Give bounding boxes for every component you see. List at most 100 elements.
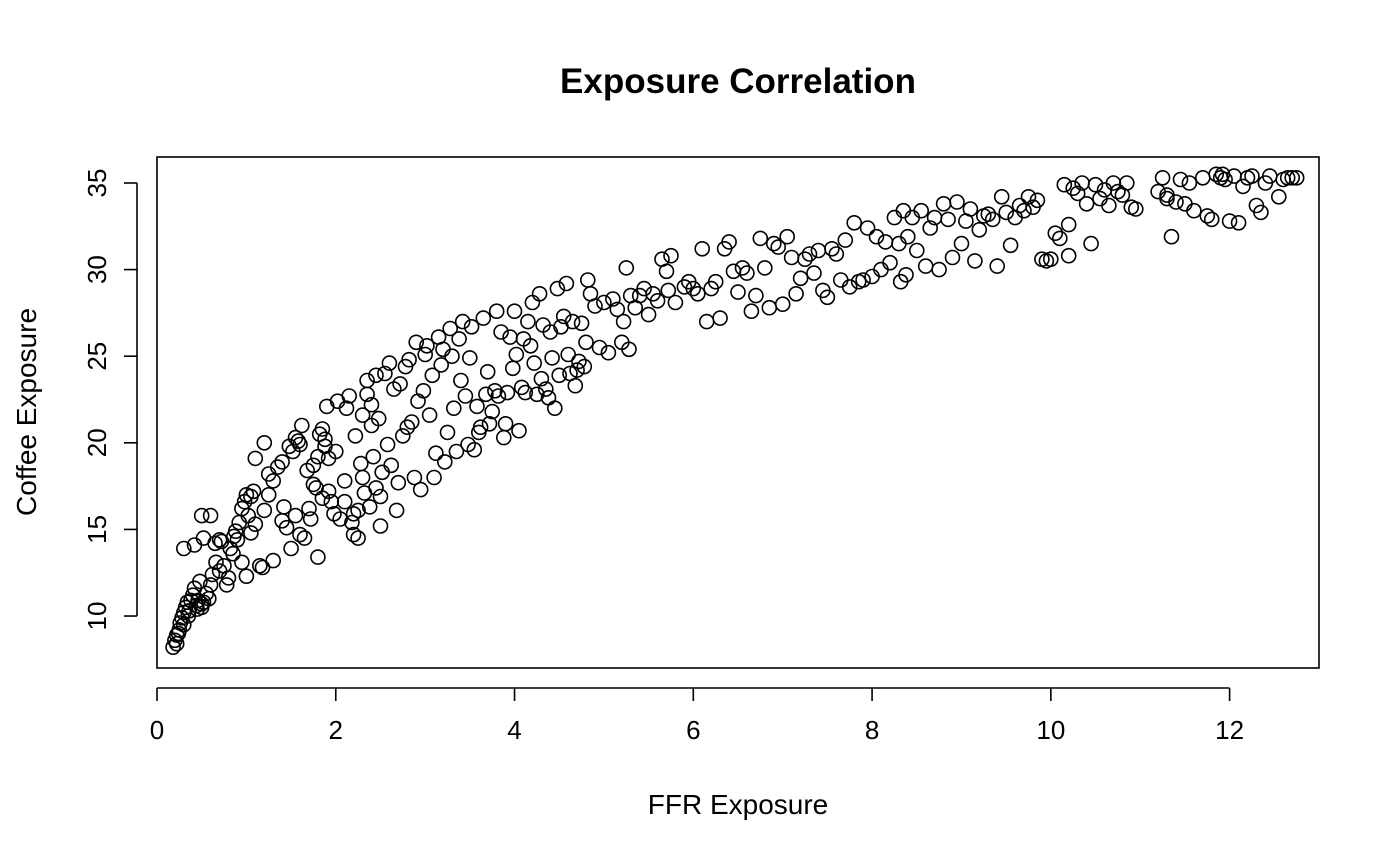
x-axis: 0 2 4 6 8 10 12 [150,687,1244,745]
data-point [596,294,612,311]
data-point [363,417,380,434]
data-point [765,235,782,252]
data-point [949,194,965,210]
data-point [1271,189,1287,205]
data-point [560,346,577,363]
data-point [374,464,391,481]
data-point [1195,170,1211,186]
data-point [846,215,863,231]
data-point [810,242,827,259]
data-point [352,455,369,472]
data-point [640,306,657,323]
data-point [336,473,353,489]
data-point [310,448,326,465]
data-point [931,261,947,278]
data-point [469,398,485,415]
data-point [546,400,563,417]
data-point [256,434,273,451]
data-point [1128,201,1144,217]
data-point [168,635,185,652]
data-point [283,540,299,557]
data-point [868,228,885,245]
data-point [229,531,246,548]
data-point [779,228,796,245]
data-point [318,398,335,415]
data-point [524,294,541,311]
data-point [345,505,362,522]
data-point [408,334,425,351]
data-point [368,367,384,384]
data-point [359,386,375,403]
data-point [600,344,617,361]
data-point [454,313,471,330]
data-point [1052,230,1068,247]
data-point [783,249,800,266]
data-point [537,381,554,397]
data-point [193,507,210,524]
data-point [278,519,295,536]
data-point [368,480,384,496]
data-point [296,530,313,546]
data-point [421,407,438,423]
data-point [533,370,550,387]
data-point [578,334,594,351]
data-point [698,313,715,330]
x-axis-label: FFR Exposure [648,789,829,820]
y-tick-label: 30 [82,255,112,284]
data-point [317,431,333,448]
data-point [1092,190,1108,207]
data-point [457,388,474,404]
data-point [953,235,970,252]
data-point [517,384,534,401]
data-point [428,445,444,462]
data-point [694,241,711,257]
data-point [571,353,587,370]
data-point [478,386,494,403]
data-point [1279,170,1296,186]
data-point [967,253,983,269]
data-point [1235,178,1251,195]
data-point [341,388,358,404]
data-point [445,400,462,417]
data-point [618,260,635,276]
data-point [1168,194,1184,210]
data-point [899,228,916,245]
data-point [721,234,737,250]
data-point [895,202,912,219]
data-point [882,254,898,271]
data-point [859,220,876,236]
data-point [1110,183,1126,200]
data-point [448,443,465,460]
data-point [935,196,952,212]
data-point [1056,176,1073,193]
data-point [555,308,572,325]
data-point [1181,175,1198,191]
data-point [962,201,979,217]
data-point [176,616,192,633]
data-point [1016,202,1032,219]
data-point [971,222,988,238]
data-point [388,502,405,519]
data-point [761,299,778,316]
data-point [1186,202,1202,219]
data-point [287,507,304,524]
data-point [1060,216,1077,233]
data-point [908,242,925,259]
data-point [1119,175,1135,191]
data-point [390,474,407,491]
data-point [526,355,543,371]
data-point [940,211,956,228]
data-point [274,454,290,470]
data-point [609,301,626,318]
data-point [579,272,596,288]
data-point [314,421,331,437]
y-tick-label: 20 [82,428,112,457]
data-point [984,211,1001,228]
data-point [663,247,679,264]
data-point [725,263,742,280]
data-point [412,481,429,498]
data-point [569,362,585,378]
x-tick-label: 10 [1036,715,1065,745]
data-point [531,285,548,302]
